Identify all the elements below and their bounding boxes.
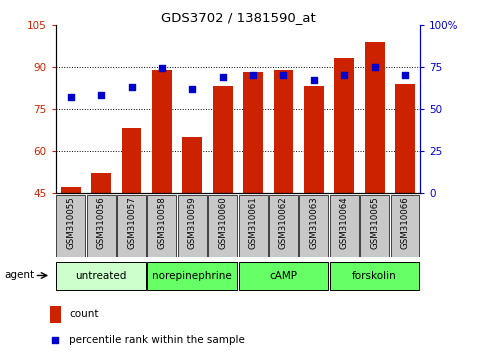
- Text: GSM310055: GSM310055: [66, 196, 75, 249]
- Bar: [360, 195, 389, 257]
- Bar: [269, 195, 298, 257]
- Bar: [122, 129, 142, 193]
- Point: [188, 86, 196, 92]
- Bar: [147, 195, 176, 257]
- Bar: [57, 195, 85, 257]
- Bar: [304, 86, 324, 193]
- Point: [341, 73, 348, 78]
- Bar: [147, 262, 237, 290]
- Bar: [243, 73, 263, 193]
- Bar: [213, 86, 232, 193]
- Point: [219, 74, 227, 80]
- Bar: [57, 262, 146, 290]
- Point: [280, 73, 287, 78]
- Text: GSM310066: GSM310066: [400, 196, 410, 249]
- Text: untreated: untreated: [75, 271, 127, 281]
- Bar: [50, 306, 61, 323]
- Bar: [334, 58, 354, 193]
- Bar: [86, 195, 115, 257]
- Title: GDS3702 / 1381590_at: GDS3702 / 1381590_at: [160, 11, 315, 24]
- Bar: [178, 195, 207, 257]
- Text: norepinephrine: norepinephrine: [153, 271, 232, 281]
- Bar: [391, 195, 419, 257]
- Text: GSM310056: GSM310056: [97, 196, 106, 249]
- Point: [310, 78, 318, 83]
- Bar: [208, 195, 237, 257]
- Text: GSM310057: GSM310057: [127, 196, 136, 249]
- Text: cAMP: cAMP: [270, 271, 298, 281]
- Point: [249, 73, 257, 78]
- Bar: [330, 195, 359, 257]
- Text: GSM310065: GSM310065: [370, 196, 379, 249]
- Text: GSM310060: GSM310060: [218, 196, 227, 249]
- Text: GSM310061: GSM310061: [249, 196, 257, 249]
- Bar: [152, 70, 172, 193]
- Bar: [117, 195, 146, 257]
- Point: [401, 73, 409, 78]
- Text: count: count: [69, 309, 99, 319]
- Text: GSM310058: GSM310058: [157, 196, 167, 249]
- Point: [52, 337, 59, 342]
- Bar: [239, 262, 328, 290]
- Bar: [365, 42, 384, 193]
- Bar: [395, 84, 415, 193]
- Bar: [273, 70, 293, 193]
- Text: percentile rank within the sample: percentile rank within the sample: [69, 335, 245, 344]
- Text: agent: agent: [4, 270, 35, 280]
- Point: [97, 93, 105, 98]
- Text: GSM310062: GSM310062: [279, 196, 288, 249]
- Bar: [91, 173, 111, 193]
- Bar: [330, 262, 419, 290]
- Text: GSM310059: GSM310059: [188, 196, 197, 249]
- Bar: [183, 137, 202, 193]
- Point: [67, 94, 74, 100]
- Point: [158, 66, 166, 72]
- Text: forskolin: forskolin: [352, 271, 397, 281]
- Bar: [299, 195, 328, 257]
- Point: [371, 64, 379, 70]
- Text: GSM310063: GSM310063: [309, 196, 318, 249]
- Bar: [239, 195, 268, 257]
- Bar: [61, 187, 81, 193]
- Point: [128, 84, 135, 90]
- Text: GSM310064: GSM310064: [340, 196, 349, 249]
